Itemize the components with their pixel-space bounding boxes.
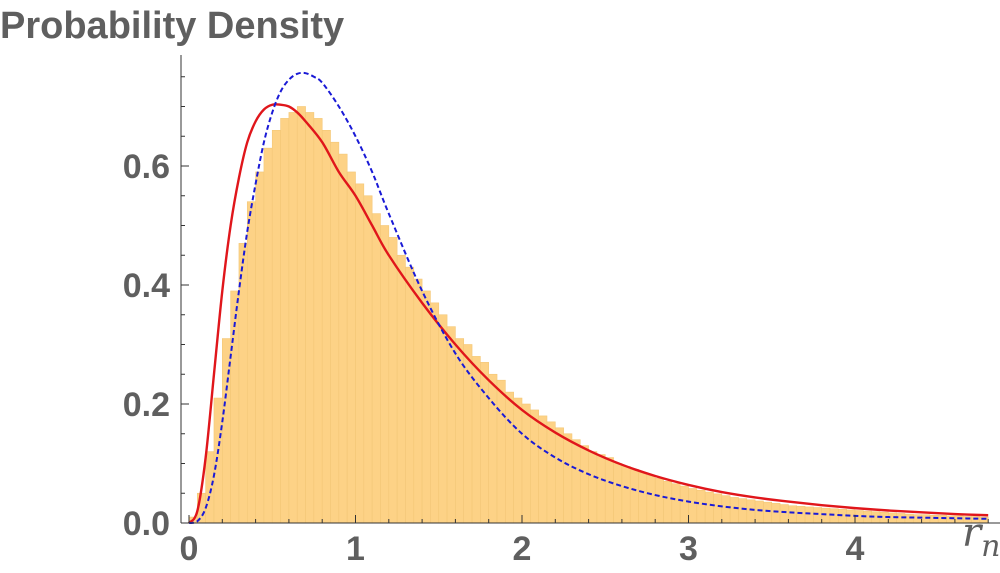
histogram-bar <box>754 500 764 524</box>
histogram-bar <box>288 112 298 524</box>
histogram-bar <box>821 507 831 524</box>
histogram-bar <box>604 457 614 524</box>
histogram-bar <box>571 439 581 524</box>
histogram-bar <box>255 171 265 524</box>
histogram-bar <box>829 508 839 524</box>
histogram-bar <box>538 415 548 524</box>
histogram-bar <box>305 112 315 524</box>
density-curves <box>188 71 989 524</box>
histogram-bar <box>480 362 490 524</box>
histogram-bar <box>271 130 281 524</box>
histogram-bar <box>296 106 306 524</box>
histogram-bar <box>413 278 423 524</box>
histogram-bar <box>446 326 456 524</box>
histogram-bar <box>946 515 956 524</box>
histogram-bar <box>813 507 823 524</box>
histogram-bar <box>488 373 498 524</box>
histogram-bar <box>688 488 698 524</box>
histogram-bar <box>654 478 664 524</box>
y-tick-label: 0.6 <box>123 148 170 186</box>
histogram-bar <box>388 237 398 524</box>
histogram-bar <box>513 397 523 524</box>
histogram-bar <box>396 254 406 524</box>
x-axis-label: rn <box>962 510 1000 564</box>
histogram-bar <box>563 433 573 524</box>
histogram-bar <box>321 130 331 524</box>
histogram-bar <box>280 118 290 524</box>
histogram-bar <box>471 356 481 524</box>
histogram-bar <box>721 495 731 524</box>
histogram-bar <box>796 506 806 524</box>
histogram-bar <box>530 409 539 524</box>
histogram-bar <box>771 503 781 524</box>
histogram-bar <box>929 514 939 524</box>
histogram-bar <box>554 427 564 524</box>
histogram-bar <box>746 499 756 524</box>
histogram-bar <box>213 397 223 524</box>
histogram-bar <box>263 147 273 524</box>
histogram-bar <box>804 506 814 524</box>
histogram-bar <box>596 454 606 524</box>
histogram-bar <box>338 153 348 524</box>
x-tick-label: 1 <box>346 530 365 568</box>
histogram-bar <box>912 514 922 524</box>
histogram-bar <box>663 481 673 524</box>
histogram-bar <box>937 514 947 524</box>
histogram-bar <box>613 463 623 524</box>
histogram-bar <box>496 379 506 524</box>
histogram-bar <box>313 118 323 524</box>
histogram-bar <box>246 201 256 524</box>
histogram-bar <box>729 497 739 524</box>
histogram-bar <box>430 302 440 524</box>
histogram-bar <box>330 141 340 524</box>
histogram-bar <box>713 493 723 524</box>
histogram-bar <box>621 466 631 524</box>
histogram-bar <box>638 472 648 524</box>
histogram-bar <box>921 514 931 524</box>
histogram-bar <box>380 225 390 524</box>
x-tick-label: 0 <box>180 530 199 568</box>
x-tick-label: 4 <box>846 530 865 568</box>
x-axis-label-main: r <box>962 510 984 556</box>
histogram-bar <box>763 501 773 524</box>
histogram-bar <box>738 498 748 524</box>
histogram-bar <box>588 451 598 524</box>
histogram-bar <box>346 171 356 524</box>
histogram-bar <box>505 391 514 524</box>
histogram-bar <box>696 489 706 524</box>
histogram-bar <box>546 421 556 524</box>
histogram-bars <box>188 106 989 524</box>
histogram-bar <box>788 505 798 524</box>
y-tick-label: 0.4 <box>123 267 170 305</box>
histogram-bar <box>521 403 531 524</box>
tick-labels: 0 1 2 3 4 0.0 0.2 0.4 0.6 <box>123 148 865 568</box>
histogram-bar <box>421 290 431 524</box>
histogram-bar <box>646 475 656 524</box>
x-tick-label: 3 <box>679 530 698 568</box>
tick-marks <box>181 76 989 524</box>
dashed-density-curve <box>188 71 989 524</box>
histogram-bar <box>671 483 681 524</box>
x-tick-label: 2 <box>513 530 532 568</box>
solid-density-curve <box>188 103 989 524</box>
x-axis-label-subscript: n <box>981 529 1000 564</box>
histogram-bar <box>779 504 789 524</box>
histogram-bar <box>205 451 215 524</box>
histogram-bar <box>355 183 365 524</box>
histogram-bar <box>363 195 373 524</box>
chart-title: Probability Density <box>0 5 344 47</box>
axes <box>180 55 1000 524</box>
histogram-bar <box>455 338 465 524</box>
y-tick-label: 0.2 <box>123 386 170 424</box>
histogram-bar <box>904 513 914 524</box>
histogram-bar <box>579 445 589 524</box>
histogram-bar <box>405 266 415 524</box>
histogram-bar <box>438 314 448 524</box>
histogram-bar <box>704 491 714 524</box>
histogram-bar <box>679 485 689 524</box>
y-tick-label: 0.0 <box>123 505 170 543</box>
histogram-bar <box>371 213 381 524</box>
histogram-bar <box>629 469 639 524</box>
